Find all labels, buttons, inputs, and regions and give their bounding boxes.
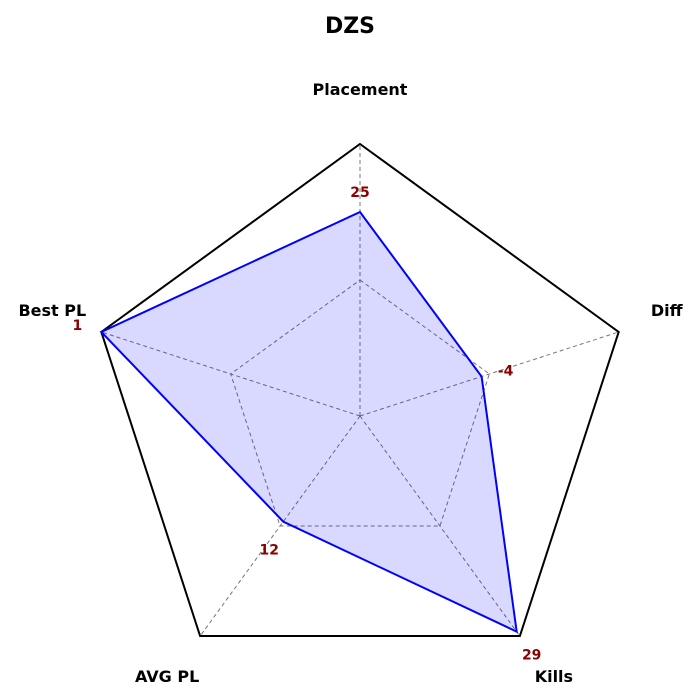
value-label-avg-pl: 12 [260,543,279,559]
radar-series [99,210,518,634]
axis-label-diff: Diff [651,301,684,320]
value-label-kills: 29 [522,648,541,664]
outer-frame [100,142,620,638]
axis-label-best-pl: Best PL [18,301,86,320]
axis-label-placement: Placement [313,80,408,99]
axis-label-kills: Kills [535,667,573,686]
value-label-best-pl: 1 [72,318,82,334]
axis-labels: Placement Diff Kills AVG PL Best PL [18,80,683,686]
spoke-diff [359,331,619,417]
value-labels: 25 -4 29 12 1 [72,185,541,664]
chart-title: DZS [325,14,375,39]
series-area [99,210,518,634]
radar-frame [100,142,620,638]
spoke-kills [359,415,521,637]
value-label-placement: 25 [350,185,369,201]
axis-label-avg-pl: AVG PL [135,667,199,686]
value-label-diff: -4 [498,363,514,379]
